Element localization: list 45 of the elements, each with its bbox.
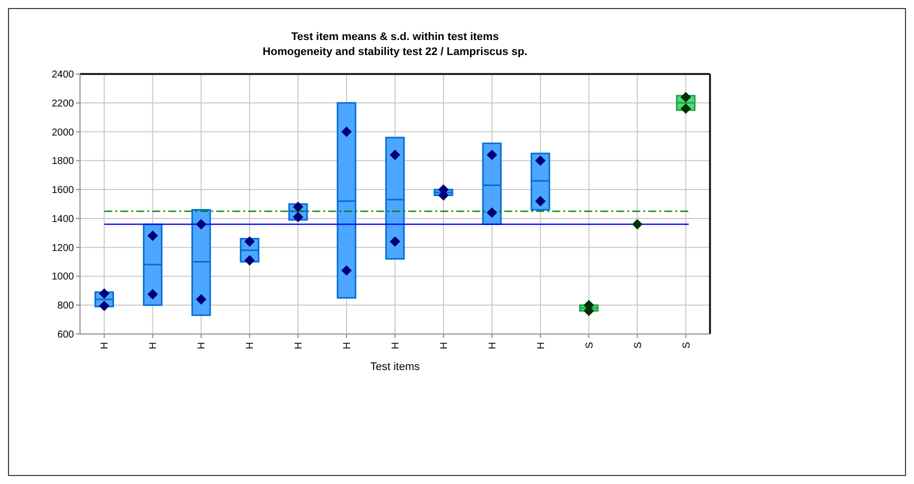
y-tick-label: 800 bbox=[57, 300, 74, 312]
x-tick-label: H bbox=[438, 342, 450, 350]
point bbox=[196, 218, 206, 230]
x-tick-label: H bbox=[196, 342, 208, 350]
x-tick-label: S bbox=[584, 342, 596, 349]
point bbox=[680, 92, 692, 102]
point bbox=[341, 265, 352, 276]
point bbox=[98, 288, 110, 299]
point bbox=[196, 294, 206, 305]
y-tick-label: 2200 bbox=[52, 98, 74, 110]
point bbox=[486, 207, 498, 218]
y-tick-label: 1000 bbox=[52, 272, 74, 283]
x-tick-label: S bbox=[632, 342, 644, 349]
x-tick-label: H bbox=[390, 342, 402, 350]
point bbox=[680, 103, 692, 114]
y-tick-label: 1600 bbox=[52, 185, 74, 196]
y-tick-label: 2400 bbox=[52, 70, 74, 80]
point bbox=[147, 289, 158, 300]
point bbox=[390, 150, 400, 160]
point bbox=[486, 150, 498, 160]
x-tick-label: H bbox=[536, 342, 547, 350]
y-tick-label: 600 bbox=[57, 330, 74, 340]
chart-title: Test item means & s.d. within test items bbox=[291, 31, 499, 43]
point bbox=[98, 300, 110, 312]
point bbox=[244, 255, 255, 266]
x-tick-label: H bbox=[487, 342, 498, 350]
x-tick-label: S bbox=[681, 342, 692, 349]
chart-subtitle: Homogeneity and stability test 22 / Lampriscus sp. bbox=[262, 46, 528, 58]
point bbox=[341, 126, 352, 138]
point bbox=[632, 218, 643, 230]
x-tick-label: H bbox=[148, 342, 160, 350]
point bbox=[535, 155, 546, 166]
point bbox=[390, 236, 400, 247]
x-tick-label: H bbox=[245, 342, 256, 350]
point bbox=[147, 230, 158, 242]
point bbox=[535, 196, 546, 206]
x-tick-label: H bbox=[100, 342, 111, 350]
point bbox=[244, 236, 255, 247]
x-tick-label: H bbox=[342, 342, 354, 350]
x-axis-title: Test items bbox=[370, 361, 420, 373]
y-tick-label: 1200 bbox=[52, 242, 74, 254]
y-tick-label: 1800 bbox=[52, 156, 74, 168]
x-tick-label: H bbox=[294, 342, 305, 350]
y-tick-label: 2000 bbox=[52, 127, 74, 138]
y-tick-label: 1400 bbox=[52, 214, 74, 225]
